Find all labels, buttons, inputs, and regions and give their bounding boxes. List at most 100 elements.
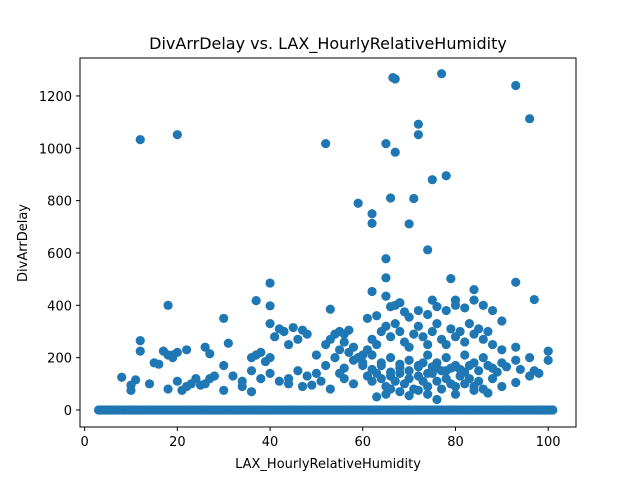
- data-point: [478, 300, 488, 310]
- baseline-band: [93, 405, 558, 415]
- data-point: [376, 373, 386, 384]
- data-point: [432, 302, 442, 312]
- data-point: [469, 385, 479, 395]
- data-point: [390, 319, 400, 329]
- data-point: [274, 376, 284, 386]
- data-point: [344, 325, 354, 335]
- data-point: [367, 209, 377, 219]
- data-point: [423, 245, 433, 255]
- data-point: [163, 384, 173, 394]
- y-tick-label: 1000: [39, 142, 72, 157]
- data-point: [432, 363, 442, 373]
- y-axis-ticks: 0 200 400 600 800 1000 1200: [39, 90, 80, 419]
- data-point: [177, 385, 187, 395]
- data-point: [256, 347, 266, 358]
- data-point: [246, 387, 257, 397]
- data-point: [172, 130, 182, 140]
- data-point: [464, 373, 474, 384]
- data-point: [432, 394, 442, 405]
- data-point: [483, 360, 493, 371]
- data-points: [117, 69, 553, 405]
- x-tick-label: 60: [354, 435, 371, 450]
- data-point: [219, 313, 229, 323]
- data-point: [525, 371, 535, 381]
- data-point: [487, 339, 498, 350]
- data-point: [348, 355, 359, 365]
- data-point: [501, 362, 512, 372]
- data-point: [372, 311, 382, 321]
- data-point: [413, 119, 423, 129]
- data-point: [330, 353, 340, 363]
- data-point: [284, 339, 294, 350]
- data-point: [464, 319, 474, 329]
- data-point: [427, 295, 437, 305]
- data-point: [529, 294, 539, 305]
- data-point: [205, 373, 215, 384]
- data-point: [321, 138, 331, 149]
- data-point: [450, 381, 461, 392]
- y-tick-label: 200: [47, 352, 72, 367]
- data-point: [288, 322, 298, 333]
- data-point: [450, 300, 461, 310]
- baseline-point: [548, 405, 558, 415]
- data-point: [543, 355, 553, 365]
- data-point: [395, 387, 405, 397]
- data-point: [409, 329, 419, 339]
- x-axis-label: LAX_HourlyRelativeHumidity: [235, 457, 421, 472]
- data-point: [381, 138, 391, 149]
- data-point: [367, 350, 377, 360]
- data-point: [381, 254, 391, 264]
- x-tick-label: 100: [536, 435, 561, 450]
- data-point: [381, 291, 391, 301]
- data-point: [404, 355, 414, 365]
- data-point: [432, 376, 442, 386]
- data-point: [284, 379, 294, 389]
- data-point: [321, 360, 331, 371]
- data-point: [511, 80, 521, 91]
- data-point: [135, 135, 145, 145]
- data-point: [404, 312, 414, 322]
- data-point: [413, 321, 423, 331]
- data-point: [423, 368, 433, 378]
- data-point: [436, 69, 447, 79]
- data-point: [182, 345, 192, 355]
- data-point: [381, 321, 391, 331]
- y-axis-label: DivArrDelay: [16, 204, 31, 282]
- data-point: [492, 367, 502, 377]
- y-tick-label: 400: [47, 299, 72, 314]
- data-point: [511, 377, 521, 388]
- data-point: [325, 384, 335, 394]
- data-point: [302, 371, 312, 381]
- data-point: [390, 74, 400, 84]
- data-point: [446, 274, 456, 284]
- data-point: [334, 345, 345, 355]
- data-point: [409, 193, 419, 204]
- data-point: [172, 376, 182, 386]
- data-point: [186, 379, 196, 389]
- data-point: [441, 339, 451, 350]
- data-point: [381, 273, 391, 283]
- data-point: [246, 366, 257, 376]
- data-point: [423, 309, 433, 320]
- data-point: [460, 337, 470, 347]
- data-point: [413, 385, 423, 395]
- data-point: [450, 362, 461, 372]
- data-point: [385, 332, 396, 342]
- data-point: [423, 389, 433, 399]
- data-point: [515, 364, 525, 375]
- chart-title: DivArrDelay vs. LAX_HourlyRelativeHumidi…: [149, 34, 507, 54]
- data-point: [511, 342, 521, 352]
- data-point: [390, 147, 400, 157]
- data-point: [126, 385, 136, 395]
- data-point: [307, 380, 317, 390]
- data-point: [316, 376, 326, 386]
- data-point: [436, 384, 447, 394]
- data-point: [404, 219, 414, 229]
- data-point: [265, 368, 275, 378]
- data-point: [478, 353, 488, 363]
- data-point: [348, 342, 359, 352]
- data-point: [534, 368, 544, 378]
- data-point: [334, 368, 345, 378]
- data-point: [311, 350, 322, 360]
